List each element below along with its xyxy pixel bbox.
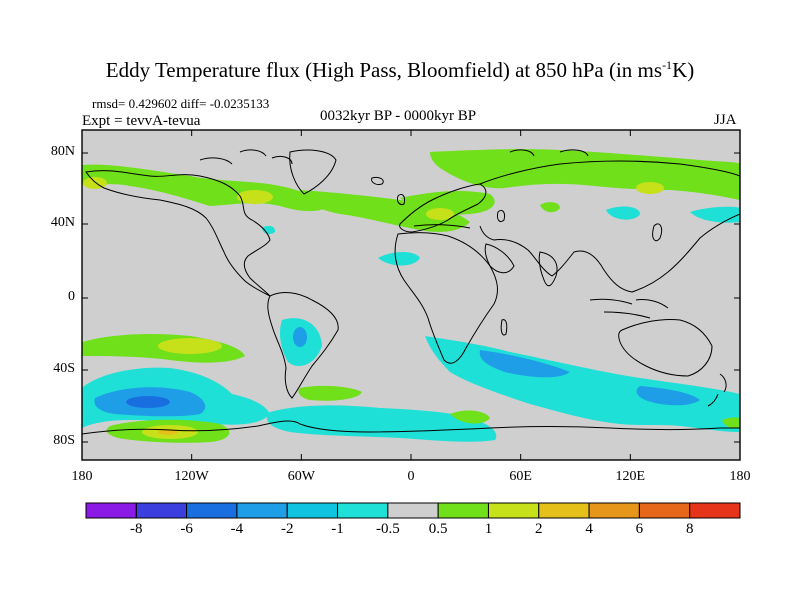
colorbar-label: 0.5 (428, 521, 448, 537)
nh-green-band-europe (400, 191, 495, 215)
coast-south-america (267, 292, 339, 399)
southern-ocean-blue-east-2 (636, 386, 700, 406)
coast-new-zealand (707, 373, 727, 407)
lat-label-40s: 40S (53, 361, 75, 376)
sh-green-antarctic-far-east (722, 417, 740, 429)
lon-label-60e: 60E (509, 469, 532, 484)
experiment-label: Expt = tevvA-tevua (82, 113, 201, 129)
south-america-blue (293, 327, 307, 347)
nh-green-band-central (300, 190, 470, 232)
title-superscript: -1 (662, 58, 673, 72)
colorbar-swatch (689, 502, 741, 519)
colorbar-swatch (286, 502, 339, 519)
period-label: 0032kyr BP - 0000kyr BP (320, 108, 477, 124)
rmsd-diff-stats: rmsd= 0.429602 diff= -0.0235133 (92, 96, 270, 111)
title-end: K) (672, 58, 695, 82)
nh-yellow-pocket-2 (426, 208, 454, 220)
colorbar-label: -2 (280, 521, 294, 537)
lon-label-180: 180 (729, 469, 751, 484)
nh-cyan-patch-1 (606, 206, 640, 220)
nh-yellow-pocket-1 (237, 190, 273, 204)
lon-label-0: 0 (407, 469, 415, 484)
nh-cyan-patch-4 (262, 225, 276, 235)
anomaly-fields (82, 149, 740, 443)
coastlines (82, 149, 740, 435)
colorbar-swatch (538, 502, 590, 519)
coast-uk (397, 193, 405, 205)
lon-label-120e: 120E (615, 469, 646, 484)
plot-title: Eddy Temperature flux (High Pass, Bloomf… (0, 58, 800, 83)
southern-ocean-blue-east (479, 350, 570, 378)
colorbar-label: 4 (585, 521, 593, 537)
colorbar-label: -0.5 (375, 521, 400, 537)
colorbar-label: 2 (535, 521, 543, 537)
coast-north-america (85, 170, 271, 297)
coast-asia (479, 160, 740, 293)
lon-label-120w: 120W (174, 469, 209, 484)
nh-yellow-pocket-3 (636, 182, 664, 194)
season-label: JJA (714, 112, 737, 128)
coast-arctic-islands (199, 149, 589, 165)
coast-europe (399, 183, 487, 233)
colorbar-label: -6 (180, 521, 193, 537)
southern-ocean-deepblue-west (126, 396, 170, 408)
lat-label-80s: 80S (53, 433, 75, 448)
lat-label-40n: 40N (50, 215, 75, 230)
coast-antarctica (82, 420, 740, 435)
colorbar-label: -4 (230, 521, 244, 537)
colorbar-label: 1 (484, 521, 493, 537)
lon-label-60w: 60W (287, 469, 315, 484)
coast-iceland (371, 177, 384, 185)
coast-madagascar (500, 319, 508, 336)
nh-green-spot (540, 202, 560, 213)
colorbar-swatch (85, 502, 137, 519)
lat-label-0: 0 (68, 289, 75, 304)
colorbar-swatch (236, 502, 288, 519)
colorbar-label: -1 (331, 521, 344, 537)
colorbar-swatch (437, 502, 489, 519)
colorbar-swatch (487, 502, 540, 519)
southern-ocean-cyan-mid (266, 405, 497, 442)
coast-australia (618, 319, 713, 377)
coast-caspian (497, 209, 505, 223)
colorbar-label: 8 (685, 521, 694, 537)
colorbar-swatch (337, 502, 389, 519)
nh-cyan-patch-2 (690, 206, 740, 223)
sh-green-antarctic-east (450, 410, 490, 424)
colorbar-swatch (135, 502, 188, 519)
colorbar-swatch (588, 502, 640, 519)
colorbar-swatch (638, 502, 691, 519)
colorbar-label: -8 (130, 521, 143, 537)
title-main: Eddy Temperature flux (High Pass, Bloomf… (105, 58, 663, 82)
coast-arabia (484, 243, 515, 274)
axis-ticks (81, 130, 741, 460)
sh-green-south-atlantic (298, 385, 362, 401)
nh-cyan-patch-3 (378, 252, 420, 266)
colorbar-label: 6 (635, 521, 644, 537)
colorbar-swatch (387, 502, 439, 519)
colorbar (85, 502, 741, 519)
coast-india (538, 251, 558, 287)
coast-africa (394, 232, 498, 364)
coast-mediterranean (413, 224, 471, 229)
colorbar-swatch (186, 502, 238, 519)
coast-indonesia (589, 298, 669, 319)
lon-label-180: 180 (71, 469, 93, 484)
coast-greenland (289, 149, 337, 195)
coast-japan (652, 223, 663, 242)
lat-label-80n: 80N (50, 144, 75, 159)
sh-yellow-pacific (158, 338, 222, 354)
